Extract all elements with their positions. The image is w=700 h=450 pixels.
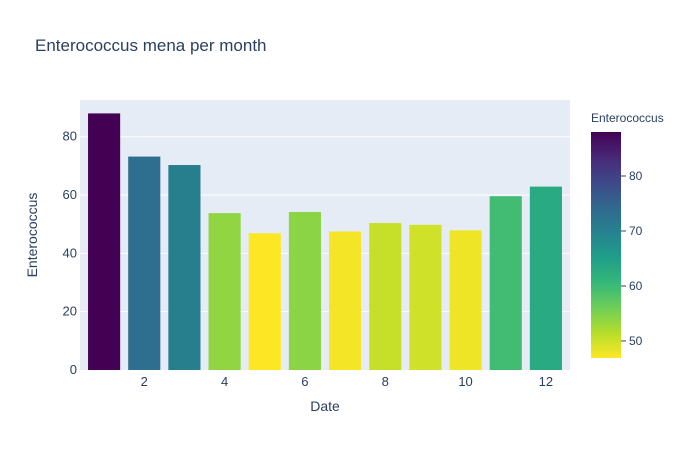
chart-title: Enterococcus mena per month (35, 36, 267, 55)
colorbar-tick-label: 50 (629, 334, 643, 348)
colorbar-title: Enterococcus (591, 111, 664, 125)
y-tick-label: 80 (63, 129, 77, 144)
bar (409, 224, 442, 370)
bars (88, 113, 562, 370)
x-tick-label: 4 (221, 374, 228, 389)
bar (369, 223, 402, 370)
x-tick-label: 10 (458, 374, 472, 389)
y-tick-label: 60 (63, 187, 77, 202)
bar (489, 196, 522, 370)
bar (288, 211, 321, 370)
colorbar-tick-label: 60 (629, 279, 643, 293)
bar (449, 230, 482, 370)
bar (529, 186, 562, 370)
colorbar (591, 132, 621, 358)
x-axis-ticks: 2 4 6 8 10 12 (141, 374, 553, 389)
y-tick-label: 40 (63, 245, 77, 260)
colorbar-tick-label: 80 (629, 169, 643, 183)
x-tick-label: 2 (141, 374, 148, 389)
x-tick-label: 12 (539, 374, 553, 389)
colorbar-tick-label: 70 (629, 224, 643, 238)
y-tick-label: 20 (63, 304, 77, 319)
bar (128, 156, 161, 370)
colorbar-ticks: 50 60 70 80 (621, 169, 643, 348)
plot-area (80, 100, 570, 370)
y-tick-label: 0 (70, 362, 77, 377)
x-axis-label: Date (310, 398, 340, 414)
y-axis-label: Enterococcus (24, 193, 40, 278)
x-tick-label: 6 (301, 374, 308, 389)
bar (208, 213, 241, 370)
bar (248, 233, 281, 370)
y-axis-ticks: 0 20 40 60 80 (63, 129, 77, 377)
bar (329, 231, 362, 370)
x-tick-label: 8 (382, 374, 389, 389)
bar (168, 165, 201, 370)
gridlines (80, 136, 570, 313)
bar (88, 113, 121, 370)
